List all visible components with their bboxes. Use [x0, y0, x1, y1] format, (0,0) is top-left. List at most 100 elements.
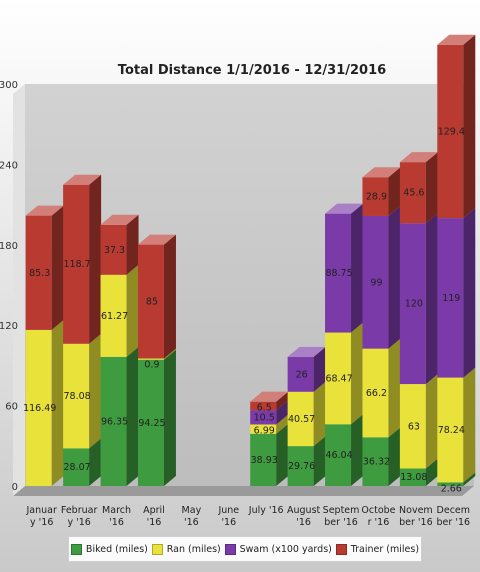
- bar-front: [325, 213, 352, 333]
- x-tick-label: ber '16: [437, 517, 471, 528]
- data-label: 36.32: [363, 457, 390, 468]
- legend-item-trainer[interactable]: Trainer (miles): [335, 543, 420, 555]
- bar-side: [89, 174, 102, 344]
- bar-segment: [437, 472, 476, 486]
- data-label: 37.3: [104, 245, 125, 256]
- bar-front: [100, 224, 127, 275]
- bar-front: [250, 424, 277, 434]
- bar-side: [463, 472, 476, 486]
- data-label: 40.57: [288, 414, 315, 425]
- data-label: 119: [442, 293, 460, 304]
- data-label: 94.25: [138, 418, 165, 429]
- bar-front: [25, 329, 52, 486]
- bar-front: [325, 424, 352, 486]
- data-label: 38.93: [251, 455, 278, 466]
- bar-top: [250, 391, 289, 402]
- y-axis: 0 60 120 180 240 300: [0, 80, 18, 493]
- data-label: 96.35: [101, 416, 128, 427]
- legend-label-trainer: Trainer (miles): [350, 543, 420, 555]
- x-tick-label: May: [182, 505, 202, 516]
- data-label: 45.6: [403, 188, 424, 199]
- bar-segment: [325, 203, 364, 333]
- bar-segment: [399, 374, 438, 469]
- x-tick-label: Novem: [399, 505, 433, 516]
- bar-segment: [250, 414, 289, 434]
- data-label: 61.27: [101, 311, 128, 322]
- data-label: 68.47: [325, 373, 352, 384]
- bar-side: [388, 167, 401, 216]
- data-label: 129.4: [438, 126, 465, 137]
- legend: Biked (miles) Ran (miles) Swam (x100 yar…: [68, 536, 422, 562]
- x-tick-label: ber '16: [324, 517, 358, 528]
- bar-top: [137, 234, 176, 245]
- bar-side: [313, 381, 326, 447]
- x-tick-label: ber '16: [399, 517, 433, 528]
- bar-front: [250, 401, 277, 411]
- chart-title: Total Distance 1/1/2016 - 12/31/2016: [118, 63, 386, 78]
- bar-segment: [362, 338, 401, 438]
- bar-segment: [250, 400, 289, 425]
- bar-front: [437, 377, 464, 483]
- data-label: 78.24: [438, 425, 465, 436]
- legend-label-swam: Swam (x100 yards): [239, 543, 332, 555]
- data-label: 10.5: [254, 412, 275, 423]
- bar-top: [362, 167, 401, 178]
- legend-item-swam[interactable]: Swam (x100 yards): [224, 543, 332, 555]
- bar-segment: [399, 152, 438, 224]
- bar-side: [388, 205, 401, 349]
- y-tick-label: 300: [0, 80, 18, 91]
- x-tick-label: Octobe: [361, 505, 395, 516]
- x-tick-label: Septem: [323, 505, 360, 516]
- bar-side: [163, 234, 176, 359]
- bar-side: [126, 214, 139, 275]
- legend-item-ran[interactable]: Ran (miles): [151, 543, 221, 555]
- bar-side: [276, 423, 289, 486]
- bar-side: [163, 348, 176, 360]
- bar-front: [63, 184, 90, 344]
- data-label: 13.08: [400, 472, 427, 483]
- legend-item-biked[interactable]: Biked (miles): [70, 543, 148, 555]
- bar-front: [287, 446, 314, 486]
- bar-top: [25, 205, 64, 216]
- bar-side: [276, 414, 289, 434]
- bar-front: [399, 162, 426, 224]
- bar-side: [425, 374, 438, 469]
- bar-side: [126, 346, 139, 486]
- x-tick-label: y '16: [30, 517, 53, 528]
- bar-segment: [287, 346, 326, 392]
- data-label: 6.99: [254, 425, 275, 436]
- x-tick-label: '16: [147, 517, 162, 528]
- x-tick-label: y '16: [67, 517, 90, 528]
- bar-segment: [63, 333, 102, 449]
- x-tick-label: r '16: [368, 517, 390, 528]
- bar-front: [250, 433, 277, 486]
- bar-segment: [137, 349, 176, 486]
- legend-label-ran: Ran (miles): [166, 543, 221, 555]
- bar-front: [362, 348, 389, 438]
- x-tick-label: '16: [221, 517, 236, 528]
- x-tick-label: April: [143, 505, 165, 516]
- y-tick-label: 180: [0, 241, 18, 252]
- data-label: 63: [408, 421, 420, 432]
- bar-top: [437, 34, 476, 45]
- bar-side: [276, 391, 289, 411]
- bar-side: [425, 458, 438, 486]
- bar-side: [51, 319, 64, 486]
- bar-front: [63, 448, 90, 486]
- x-tick-label: June: [217, 505, 239, 516]
- data-label: 29.76: [288, 461, 315, 472]
- data-label: 2.66: [441, 483, 462, 494]
- bar-top: [100, 214, 139, 225]
- x-tick-label: March: [102, 505, 131, 516]
- data-label: 66.2: [366, 388, 387, 399]
- legend-swatch-biked: [70, 543, 82, 555]
- bar-segment: [437, 367, 476, 483]
- bar-front: [100, 356, 127, 486]
- x-tick-label: Decem: [437, 505, 470, 516]
- data-label: 120: [405, 299, 423, 310]
- x-tick-label: Januar: [26, 505, 57, 516]
- bar-front: [250, 410, 277, 425]
